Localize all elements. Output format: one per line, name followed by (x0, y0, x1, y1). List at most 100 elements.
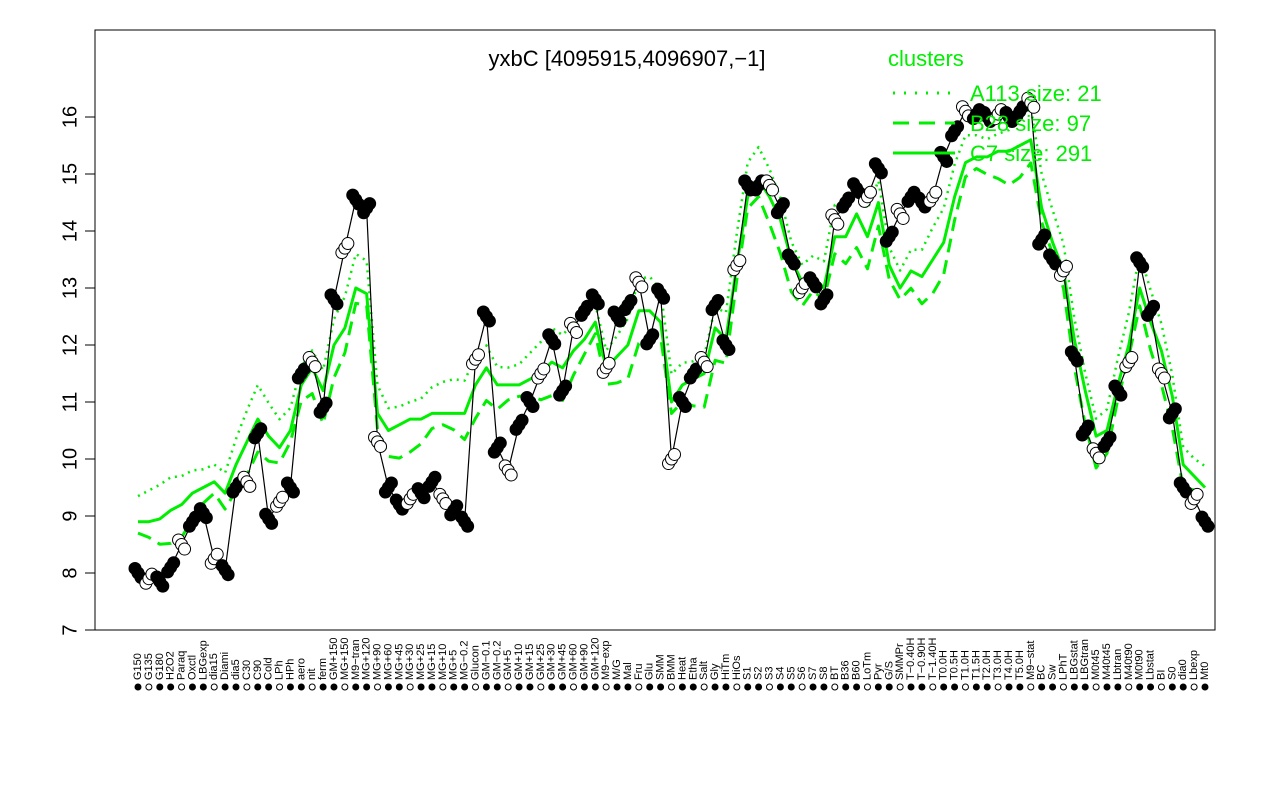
x-marker-dot (570, 683, 578, 691)
x-marker-dot (374, 683, 382, 691)
x-tick-label: MG+60 (382, 644, 394, 680)
x-marker-dot (798, 683, 806, 691)
x-tick-label: S2 (753, 667, 765, 680)
x-tick-label: GM+120 (589, 638, 601, 681)
data-point (472, 348, 486, 362)
x-marker-dot (668, 683, 675, 691)
x-marker-dot (733, 683, 741, 691)
x-tick-label: T1.5H (970, 650, 982, 680)
x-marker-dot (450, 683, 458, 691)
x-tick-label: GM+60 (568, 644, 580, 680)
x-tick-label: Pyr (872, 663, 884, 680)
data-point (559, 379, 573, 393)
x-tick-label: M9−exp (600, 641, 612, 680)
x-marker-dot (896, 683, 904, 691)
x-marker-dot (885, 683, 893, 691)
data-point (700, 360, 714, 374)
x-tick-label: Lbtran (1112, 649, 1124, 680)
x-marker-dot (820, 683, 828, 691)
x-marker-dot (559, 683, 567, 691)
legend: clusters A113 size: 21 B28 size: 97 C7 siz… (888, 46, 1102, 166)
x-tick-label: dia15 (208, 653, 220, 680)
data-point (1190, 487, 1204, 501)
data-point (929, 185, 943, 199)
data-point (341, 237, 355, 251)
x-marker-dot (482, 683, 490, 691)
x-marker-dot (1168, 683, 1176, 691)
x-tick-label: T0.0H (938, 650, 950, 680)
data-point (776, 197, 790, 211)
x-marker-dot (406, 683, 414, 691)
data-point (221, 568, 235, 582)
data-point (493, 436, 507, 450)
x-tick-label: HiTm (720, 654, 732, 680)
data-point (1125, 351, 1139, 365)
y-tick-label: 14 (59, 220, 81, 242)
x-tick-label: aero (295, 658, 307, 680)
x-tick-label: G150 (132, 653, 144, 680)
x-marker-dot (439, 683, 447, 691)
x-tick-label: S0 (1166, 667, 1178, 680)
x-marker-dot (254, 683, 262, 691)
x-tick-label: Salt (698, 661, 710, 680)
data-point (657, 291, 671, 305)
x-tick-label: SMM (655, 654, 667, 680)
data-point (210, 547, 224, 561)
data-point (504, 468, 518, 482)
data-point (820, 288, 834, 302)
data-point (722, 343, 736, 357)
x-tick-label: Mal (622, 662, 634, 680)
x-tick-label: Oxctl (186, 655, 198, 680)
x-tick-label: GM+10 (513, 644, 525, 680)
x-marker-dot (907, 683, 915, 691)
x-marker-dot (591, 683, 599, 691)
x-tick-label: HPh (284, 659, 296, 680)
x-marker-dot (994, 683, 1002, 691)
data-point (1168, 402, 1182, 416)
data-point (711, 294, 725, 308)
x-marker-dot (689, 683, 697, 691)
data-point (787, 257, 801, 271)
x-tick-label: S5 (785, 667, 797, 680)
x-marker-dot (515, 683, 523, 691)
x-tick-label: LBGtran (1079, 639, 1091, 680)
x-marker-dot (1070, 683, 1078, 691)
x-tick-label: Sw (1047, 665, 1059, 680)
x-marker-dot (1147, 683, 1155, 691)
x-marker-dot (428, 683, 436, 691)
x-marker-dot (1081, 683, 1089, 691)
x-tick-label: GM−0.2 (491, 641, 503, 680)
x-marker-dot (1016, 683, 1024, 691)
x-tick-label: LBGexp (197, 640, 209, 680)
x-marker-dot (526, 683, 534, 691)
x-tick-label: C90 (252, 660, 264, 680)
data-point (1201, 519, 1215, 533)
x-marker-dot (156, 683, 164, 691)
data-point (265, 516, 279, 530)
data-point (1092, 451, 1106, 465)
plot-frame (94, 29, 1216, 631)
x-marker-dot (199, 683, 207, 691)
x-marker-dot (613, 683, 621, 691)
x-marker-dot (972, 683, 980, 691)
data-point (526, 400, 540, 414)
x-marker-dot (1157, 683, 1165, 691)
x-tick-label: S8 (818, 667, 830, 680)
x-tick-label: LPhT (1057, 653, 1069, 680)
x-marker-dot (341, 683, 349, 691)
x-tick-label: HiOs (731, 655, 743, 680)
data-point (1103, 430, 1117, 444)
x-tick-label: MG−0.2 (459, 641, 471, 680)
data-point (678, 400, 692, 414)
x-tick-label: T0.5H (949, 650, 961, 680)
x-marker-dot (624, 683, 632, 691)
data-point (319, 396, 333, 410)
y-tick-label: 13 (59, 277, 81, 299)
x-tick-label: GM+15 (524, 644, 536, 680)
x-marker-dot (286, 683, 294, 691)
x-tick-label: GM+30 (546, 644, 558, 680)
x-tick-label: T3.0H (992, 650, 1004, 680)
data-point (863, 185, 877, 199)
x-marker-dot (787, 683, 795, 691)
